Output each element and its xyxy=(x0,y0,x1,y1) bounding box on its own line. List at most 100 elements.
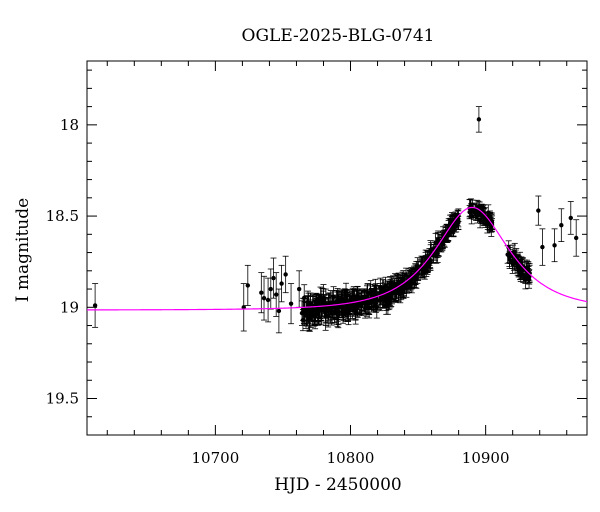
data-point xyxy=(438,234,445,252)
data-point xyxy=(267,268,274,310)
point-marker xyxy=(319,307,324,313)
point-marker xyxy=(406,282,412,287)
data-point xyxy=(332,296,339,320)
point-marker xyxy=(336,312,341,318)
point-marker xyxy=(475,213,480,218)
data-point xyxy=(288,283,295,325)
point-marker xyxy=(568,215,573,221)
data-point xyxy=(475,106,482,133)
data-point xyxy=(567,201,574,235)
point-marker xyxy=(261,295,267,301)
point-marker xyxy=(296,286,302,292)
point-marker xyxy=(507,257,512,263)
data-point xyxy=(384,293,391,315)
y-axis-label: I magnitude xyxy=(13,198,33,302)
point-marker xyxy=(349,297,355,302)
data-point xyxy=(303,301,310,327)
data-point xyxy=(329,294,336,320)
point-marker xyxy=(276,308,282,314)
point-marker xyxy=(288,301,294,306)
data-point xyxy=(539,228,546,266)
y-tick-label: 18 xyxy=(60,116,79,134)
data-point xyxy=(258,272,265,314)
point-marker xyxy=(333,306,339,311)
data-point xyxy=(382,286,389,308)
point-marker xyxy=(330,304,335,310)
point-marker xyxy=(299,310,305,316)
point-marker xyxy=(279,281,284,286)
point-marker xyxy=(505,252,510,257)
point-marker xyxy=(526,277,532,282)
point-marker xyxy=(245,283,251,288)
data-point xyxy=(92,283,99,328)
point-marker xyxy=(304,311,309,317)
point-marker xyxy=(467,209,472,215)
point-marker xyxy=(456,219,461,224)
point-marker xyxy=(308,301,313,307)
point-marker xyxy=(271,275,276,281)
plot-frame xyxy=(86,60,588,436)
model-curve xyxy=(87,206,587,311)
data-point xyxy=(450,223,457,237)
y-tick-label: 19.5 xyxy=(46,390,79,408)
point-marker xyxy=(573,235,579,241)
point-marker xyxy=(396,286,402,292)
y-tick-label: 18.5 xyxy=(46,207,79,225)
data-point xyxy=(558,208,565,243)
data-point xyxy=(244,264,251,306)
x-tick-label: 10800 xyxy=(327,449,375,467)
data-point xyxy=(318,298,325,322)
data-point xyxy=(395,280,402,298)
data-point xyxy=(348,290,355,309)
data-point xyxy=(278,264,285,303)
point-marker xyxy=(511,260,517,265)
data-point xyxy=(322,301,329,324)
data-point xyxy=(514,254,521,272)
data-point xyxy=(265,277,272,323)
point-marker xyxy=(435,251,440,256)
point-marker xyxy=(268,286,273,292)
data-point xyxy=(282,255,289,294)
data-point xyxy=(535,195,542,226)
data-point xyxy=(296,270,303,308)
point-marker xyxy=(340,308,346,314)
point-marker xyxy=(385,301,391,307)
data-point xyxy=(510,254,517,271)
data-point xyxy=(261,275,268,321)
point-marker xyxy=(383,295,388,300)
data-point xyxy=(358,295,365,313)
data-point xyxy=(434,243,441,263)
data-point xyxy=(275,288,282,334)
data-point xyxy=(551,228,558,263)
point-marker xyxy=(421,266,426,271)
y-tick-label: 19 xyxy=(60,298,79,316)
point-marker xyxy=(273,292,279,297)
axis-ticks xyxy=(87,61,587,435)
data-point xyxy=(270,257,277,299)
x-tick-label: 10700 xyxy=(192,449,240,467)
data-point xyxy=(340,298,347,324)
point-marker xyxy=(540,244,545,250)
point-marker xyxy=(241,305,246,310)
point-marker xyxy=(325,314,331,319)
point-marker xyxy=(536,208,541,213)
point-marker xyxy=(559,222,564,228)
data-point xyxy=(466,205,473,220)
data-point xyxy=(573,219,580,257)
point-marker xyxy=(345,310,351,315)
data-point xyxy=(240,283,247,332)
point-marker xyxy=(552,243,557,248)
data-point xyxy=(504,245,511,264)
point-marker xyxy=(476,117,482,122)
point-marker xyxy=(283,272,288,277)
x-axis-label: HJD - 2450000 xyxy=(274,475,402,495)
data-point xyxy=(298,300,305,326)
axis-tick-labels: 10700 10800 10900 18 18.5 19 19.5 xyxy=(46,116,510,467)
point-marker xyxy=(265,297,271,303)
point-marker xyxy=(259,290,264,295)
data-point xyxy=(273,272,280,317)
point-marker xyxy=(359,301,364,307)
x-tick-label: 10900 xyxy=(462,449,510,467)
point-marker xyxy=(92,303,98,308)
